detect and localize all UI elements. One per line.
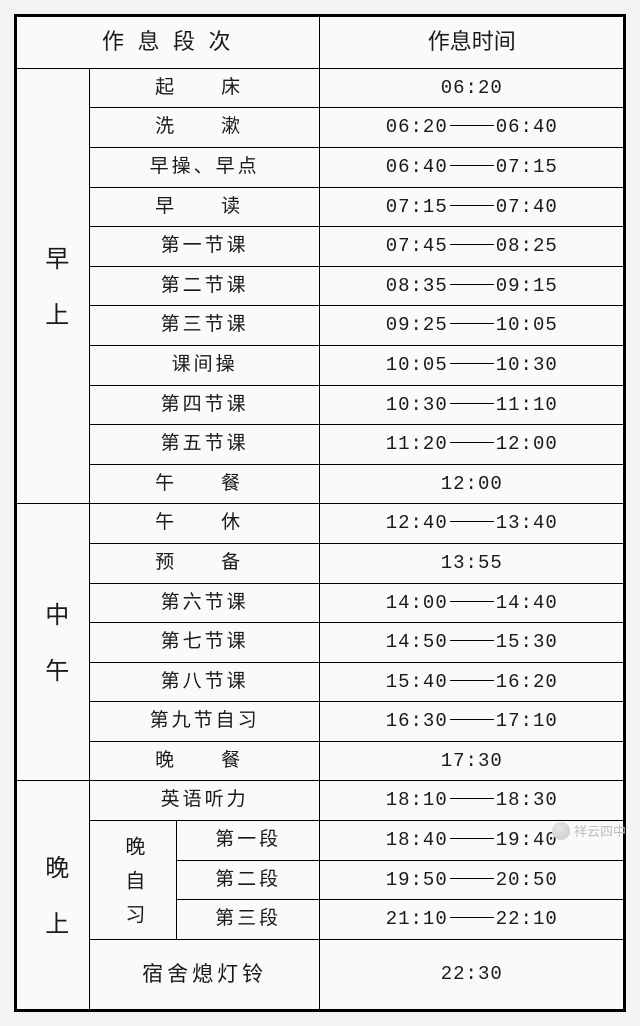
- time-cell: 12:00: [320, 464, 624, 504]
- watermark-text: 祥云四中: [574, 821, 626, 840]
- table-row: 第八节课15:4016:20: [17, 662, 624, 702]
- time-cell: 06:20: [320, 68, 624, 108]
- activity-cell: 午 餐: [89, 464, 320, 504]
- activity-cell: 第六节课: [89, 583, 320, 623]
- time-cell: 22:30: [320, 939, 624, 1009]
- table-row: 第一节课07:4508:25: [17, 227, 624, 267]
- section-label-morning: 早上: [17, 68, 90, 504]
- table-row: 午 餐12:00: [17, 464, 624, 504]
- table-row: 课间操10:0510:30: [17, 345, 624, 385]
- activity-cell: 午 休: [89, 504, 320, 544]
- time-cell: 15:4016:20: [320, 662, 624, 702]
- activity-cell: 早操、早点: [89, 147, 320, 187]
- activity-cell: 第二段: [176, 860, 320, 900]
- activity-cell: 洗 漱: [89, 108, 320, 148]
- activity-cell: 第一节课: [89, 227, 320, 267]
- time-cell: 09:2510:05: [320, 306, 624, 346]
- table-row: 早操、早点06:4007:15: [17, 147, 624, 187]
- activity-cell: 预 备: [89, 543, 320, 583]
- time-cell: 16:3017:10: [320, 702, 624, 742]
- activity-cell: 宿舍熄灯铃: [89, 939, 320, 1009]
- table-row: 第九节自习16:3017:10: [17, 702, 624, 742]
- activity-cell: 第三段: [176, 900, 320, 940]
- table-row: 第七节课14:5015:30: [17, 623, 624, 663]
- self-study-label: 晚自习: [89, 821, 176, 940]
- time-cell: 10:0510:30: [320, 345, 624, 385]
- table-row: 第四节课10:3011:10: [17, 385, 624, 425]
- schedule-table: 作 息 段 次 作息时间 早上 起 床 06:20 洗 漱06:2006:40 …: [16, 16, 624, 1010]
- table-row: 晚 餐17:30: [17, 741, 624, 781]
- time-cell: 17:30: [320, 741, 624, 781]
- table-row: 晚自习 第一段 18:4019:40: [17, 821, 624, 861]
- header-segment: 作 息 段 次: [17, 17, 320, 69]
- table-row: 第五节课11:2012:00: [17, 425, 624, 465]
- table-row: 晚上 英语听力 18:1018:30: [17, 781, 624, 821]
- time-cell: 14:0014:40: [320, 583, 624, 623]
- table-row: 中午 午 休 12:4013:40: [17, 504, 624, 544]
- activity-cell: 英语听力: [89, 781, 320, 821]
- time-cell: 12:4013:40: [320, 504, 624, 544]
- time-cell: 06:2006:40: [320, 108, 624, 148]
- time-cell: 07:4508:25: [320, 227, 624, 267]
- time-cell: 19:5020:50: [320, 860, 624, 900]
- time-cell: 13:55: [320, 543, 624, 583]
- table-row: 洗 漱06:2006:40: [17, 108, 624, 148]
- table-row: 第三节课09:2510:05: [17, 306, 624, 346]
- time-cell: 21:1022:10: [320, 900, 624, 940]
- time-cell: 14:5015:30: [320, 623, 624, 663]
- time-cell: 11:2012:00: [320, 425, 624, 465]
- watermark: 祥云四中: [552, 821, 626, 840]
- activity-cell: 第九节自习: [89, 702, 320, 742]
- schedule-sheet: 作 息 段 次 作息时间 早上 起 床 06:20 洗 漱06:2006:40 …: [14, 14, 626, 1012]
- table-row: 预 备13:55: [17, 543, 624, 583]
- activity-cell: 晚 餐: [89, 741, 320, 781]
- time-cell: 06:4007:15: [320, 147, 624, 187]
- activity-cell: 第五节课: [89, 425, 320, 465]
- activity-cell: 第一段: [176, 821, 320, 861]
- section-label-evening: 晚上: [17, 781, 90, 1009]
- table-row: 宿舍熄灯铃 22:30: [17, 939, 624, 1009]
- activity-cell: 第二节课: [89, 266, 320, 306]
- watermark-icon: [552, 822, 570, 840]
- section-label-noon: 中午: [17, 504, 90, 781]
- activity-cell: 起 床: [89, 68, 320, 108]
- table-row: 第二节课08:3509:15: [17, 266, 624, 306]
- activity-cell: 第七节课: [89, 623, 320, 663]
- activity-cell: 第三节课: [89, 306, 320, 346]
- table-row: 早上 起 床 06:20: [17, 68, 624, 108]
- header-time: 作息时间: [320, 17, 624, 69]
- table-row: 第六节课14:0014:40: [17, 583, 624, 623]
- time-cell: 18:1018:30: [320, 781, 624, 821]
- time-cell: 08:3509:15: [320, 266, 624, 306]
- activity-cell: 早 读: [89, 187, 320, 227]
- table-row: 早 读07:1507:40: [17, 187, 624, 227]
- activity-cell: 课间操: [89, 345, 320, 385]
- time-cell: 10:3011:10: [320, 385, 624, 425]
- header-row: 作 息 段 次 作息时间: [17, 17, 624, 69]
- time-cell: 07:1507:40: [320, 187, 624, 227]
- activity-cell: 第八节课: [89, 662, 320, 702]
- activity-cell: 第四节课: [89, 385, 320, 425]
